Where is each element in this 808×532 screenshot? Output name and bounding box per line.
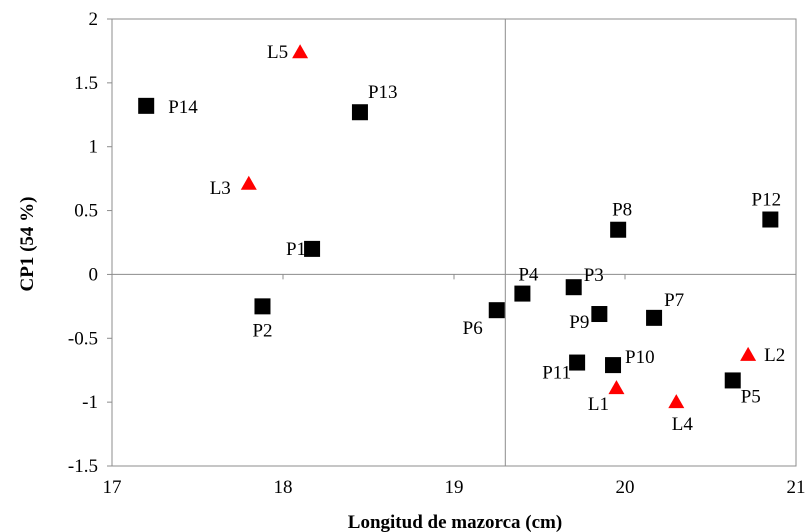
point-label-l3: L3	[210, 178, 231, 199]
point-label-p12: P12	[752, 190, 782, 211]
x-tick-label: 20	[616, 477, 635, 498]
y-tick-label: 2	[89, 9, 99, 30]
square-marker-p8	[610, 221, 627, 238]
point-label-p3: P3	[584, 265, 604, 286]
square-marker-p9	[591, 306, 608, 323]
triangle-marker-l4	[668, 394, 685, 409]
square-marker-p2	[254, 298, 271, 315]
square-marker-p5	[724, 372, 741, 389]
point-label-p10: P10	[625, 347, 655, 368]
square-marker-p13	[351, 104, 368, 121]
y-tick-label: -0.5	[68, 328, 98, 349]
point-label-p11: P11	[542, 363, 571, 384]
triangle-marker-l2	[740, 346, 757, 361]
y-tick-label: 1	[89, 137, 99, 158]
y-tick-label: 1.5	[74, 73, 98, 94]
triangle-marker-l5	[292, 44, 309, 59]
y-tick-label: 0	[89, 264, 99, 285]
y-tick-label: 0.5	[74, 201, 98, 222]
point-label-p5: P5	[741, 386, 761, 407]
y-tick-label: -1.5	[68, 456, 98, 477]
x-axis-title: Longitud de mazorca (cm)	[348, 512, 562, 532]
x-tick-label: 21	[787, 477, 806, 498]
square-marker-p6	[488, 302, 505, 319]
point-label-p8: P8	[612, 200, 632, 221]
square-marker-p11	[569, 354, 586, 371]
square-marker-p7	[646, 309, 663, 326]
point-label-p4: P4	[518, 265, 539, 286]
square-marker-p3	[565, 279, 582, 296]
triangle-marker-l3	[240, 175, 257, 190]
square-marker-p10	[605, 357, 622, 374]
square-marker-p1	[304, 240, 321, 257]
x-tick-label: 18	[274, 477, 293, 498]
point-label-p1: P1	[286, 239, 306, 260]
square-marker-p4	[514, 285, 531, 302]
square-marker-p12	[762, 211, 779, 228]
point-label-p2: P2	[252, 320, 272, 341]
x-tick-label: 19	[445, 477, 464, 498]
triangle-marker-l1	[608, 380, 625, 395]
point-label-l2: L2	[764, 345, 785, 366]
point-label-l4: L4	[672, 414, 694, 435]
y-tick-label: -1	[82, 392, 98, 413]
y-axis-title: CP1 (54 %)	[17, 197, 38, 292]
x-tick-label: 17	[103, 477, 122, 498]
square-marker-p14	[138, 97, 155, 114]
point-label-l5: L5	[267, 42, 288, 63]
point-label-p7: P7	[664, 290, 684, 311]
plot-border	[111, 18, 797, 467]
point-label-p9: P9	[569, 312, 589, 333]
point-label-l1: L1	[588, 394, 609, 415]
point-label-p14: P14	[168, 97, 198, 118]
point-label-p6: P6	[463, 318, 483, 339]
point-label-p13: P13	[368, 82, 398, 103]
